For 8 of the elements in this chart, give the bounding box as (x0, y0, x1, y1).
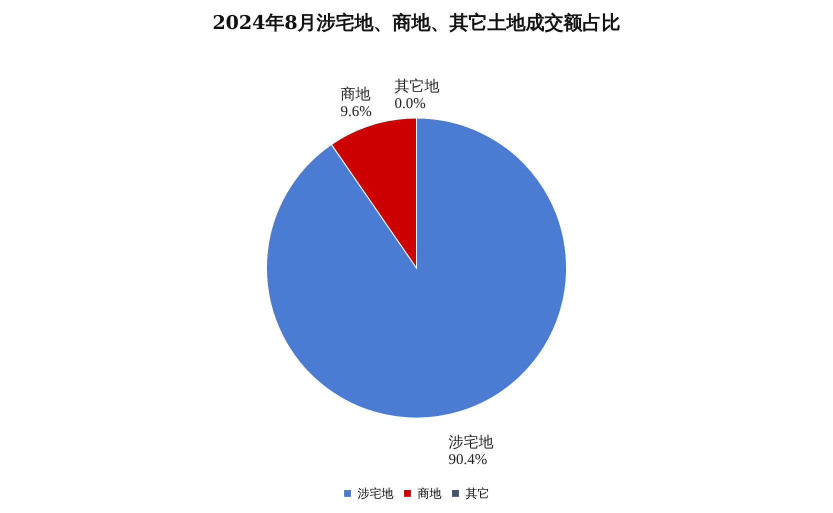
data-label: 商地 9.6% (340, 86, 372, 120)
legend-label: 涉宅地 (358, 486, 394, 500)
pie-slice (266, 118, 567, 418)
legend-label: 商地 (418, 486, 442, 500)
text: 其它地 0.0% (394, 79, 440, 112)
data-label: 涉宅地 90.4% (448, 434, 494, 468)
legend-label: 其它 (466, 486, 490, 500)
chart-title: 2024年8月涉宅地、商地、其它土地成交额占比 (212, 12, 621, 34)
